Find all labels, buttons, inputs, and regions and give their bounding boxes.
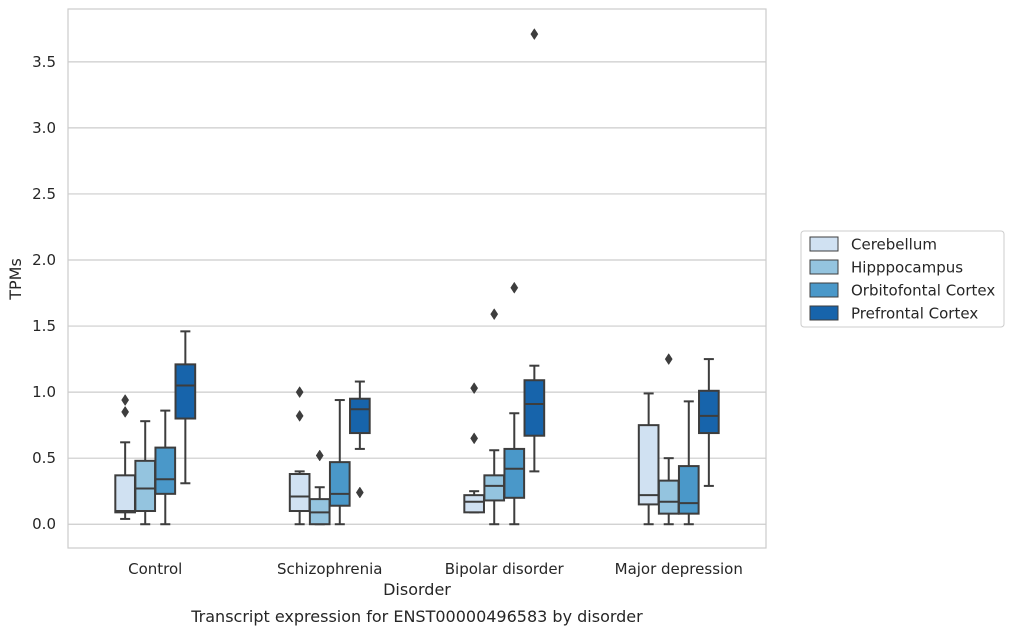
outlier-point: [490, 308, 499, 321]
box-body: [677, 465, 700, 515]
box-prefrontal-cortex: [174, 330, 197, 485]
outlier-point: [295, 409, 304, 422]
outlier-point: [355, 486, 364, 499]
box-body: [523, 379, 546, 437]
outlier-point: [510, 281, 519, 294]
box-body: [483, 474, 506, 502]
plot-frame: [67, 8, 767, 549]
y-tick-label: 0.5: [32, 449, 56, 467]
box-body: [174, 363, 197, 420]
box-body: [463, 494, 485, 514]
legend-swatch: [809, 282, 839, 298]
box-orbitofontal-cortex: [503, 281, 526, 526]
legend-swatch: [809, 236, 839, 252]
y-axis-label: TPMs: [6, 258, 25, 301]
legend-swatch: [809, 259, 839, 275]
box-body: [328, 461, 351, 507]
box-cerebellum: [637, 392, 660, 526]
box-plot-series: [114, 28, 720, 526]
box-body: [154, 446, 177, 495]
box-cerebellum: [114, 394, 136, 520]
y-tick-label: 3.5: [32, 53, 56, 71]
x-tick-label: Control: [128, 560, 182, 578]
y-tick-label: 1.0: [32, 383, 56, 401]
box-cerebellum: [288, 386, 311, 526]
x-tick-label: Major depression: [615, 560, 743, 578]
x-axis-label: Disorder: [383, 580, 451, 599]
outlier-point: [121, 394, 130, 406]
box-body: [134, 459, 157, 513]
outlier-point: [470, 382, 479, 395]
y-tick-label: 2.5: [32, 185, 56, 203]
box-prefrontal-cortex: [349, 380, 371, 499]
y-tick-label: 0.0: [32, 515, 56, 533]
box-body: [503, 447, 526, 499]
box-body: [349, 397, 371, 435]
box-body: [637, 424, 660, 506]
legend-label: Hipppocampus: [851, 259, 963, 277]
x-tick-label: Bipolar disorder: [445, 560, 565, 578]
chart-caption: Transcript expression for ENST0000049658…: [190, 607, 643, 626]
legend-swatch: [809, 305, 839, 321]
legend-label: Orbitofontal Cortex: [851, 282, 995, 300]
box-hipppocampus: [483, 308, 506, 526]
y-tick-label: 2.0: [32, 251, 56, 269]
box-orbitofontal-cortex: [328, 399, 351, 526]
y-tick-label: 3.0: [32, 119, 56, 137]
box-prefrontal-cortex: [698, 358, 720, 487]
outlier-point: [295, 386, 304, 399]
x-tick-label: Schizophrenia: [277, 560, 382, 578]
box-prefrontal-cortex: [523, 28, 546, 473]
legend-label: Prefrontal Cortex: [851, 305, 978, 323]
box-orbitofontal-cortex: [677, 400, 700, 526]
box-body: [114, 474, 136, 514]
outlier-point: [664, 353, 673, 366]
legend: Cerebellum Hipppocampus Orbitofontal Corte…: [800, 230, 1005, 328]
box-cerebellum: [463, 382, 485, 514]
box-hipppocampus: [308, 449, 331, 526]
x-tick-labels: Control Schizophrenia Bipolar disorder Majo…: [128, 560, 743, 578]
outlier-point: [315, 449, 324, 462]
legend-frame: [800, 230, 1005, 328]
box-hipppocampus: [657, 353, 680, 526]
outlier-point: [530, 28, 539, 41]
outlier-point: [121, 405, 130, 418]
box-body: [657, 479, 680, 515]
box-body: [698, 389, 720, 435]
y-tick-label: 1.5: [32, 317, 56, 335]
y-tick-labels: 0.0 0.5 1.0 1.5 2.0 2.5 3.0 3.5: [32, 53, 56, 533]
box-hipppocampus: [134, 420, 157, 526]
outlier-point: [470, 432, 479, 445]
legend-label: Cerebellum: [851, 236, 937, 254]
box-body: [288, 473, 311, 513]
box-orbitofontal-cortex: [154, 409, 177, 526]
